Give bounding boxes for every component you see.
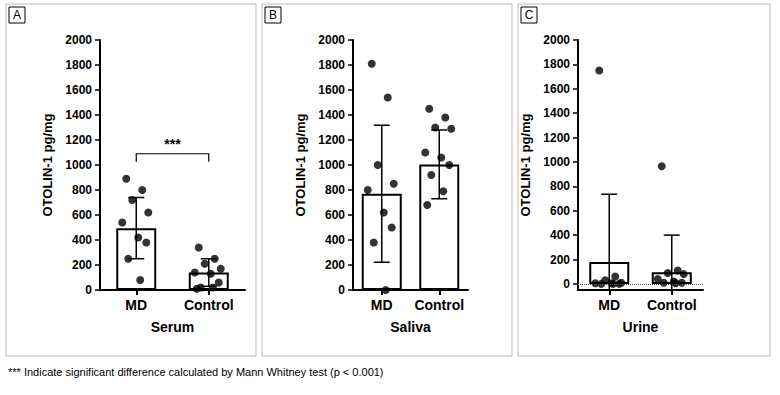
svg-text:1200: 1200	[318, 133, 345, 147]
svg-text:B: B	[269, 8, 277, 22]
svg-text:1000: 1000	[65, 158, 92, 172]
svg-text:400: 400	[72, 233, 92, 247]
svg-text:200: 200	[550, 253, 570, 267]
svg-text:MD: MD	[125, 297, 147, 313]
svg-text:MD: MD	[598, 297, 620, 313]
svg-text:800: 800	[72, 183, 92, 197]
svg-text:1800: 1800	[543, 57, 570, 71]
svg-text:*** Indicate significant diffe: *** Indicate significant difference calc…	[8, 366, 384, 378]
svg-text:200: 200	[325, 258, 345, 272]
svg-text:Urine: Urine	[623, 319, 659, 335]
svg-text:2000: 2000	[543, 33, 570, 47]
svg-text:1000: 1000	[543, 155, 570, 169]
svg-text:200: 200	[72, 258, 92, 272]
svg-text:OTOLIN-1 pg/mg: OTOLIN-1 pg/mg	[40, 113, 55, 216]
svg-text:800: 800	[325, 183, 345, 197]
svg-text:600: 600	[325, 208, 345, 222]
svg-text:0: 0	[338, 283, 345, 297]
svg-text:400: 400	[325, 233, 345, 247]
svg-text:1800: 1800	[65, 58, 92, 72]
svg-text:2000: 2000	[65, 33, 92, 47]
svg-text:0: 0	[563, 277, 570, 291]
svg-text:1400: 1400	[318, 108, 345, 122]
svg-text:Saliva: Saliva	[390, 319, 431, 335]
svg-text:OTOLIN-1 pg/mg: OTOLIN-1 pg/mg	[518, 113, 533, 216]
svg-text:Control: Control	[414, 297, 464, 313]
svg-text:400: 400	[550, 228, 570, 242]
svg-text:800: 800	[550, 179, 570, 193]
svg-text:OTOLIN-1 pg/mg: OTOLIN-1 pg/mg	[293, 113, 308, 216]
svg-text:Serum: Serum	[151, 319, 195, 335]
svg-text:1600: 1600	[318, 83, 345, 97]
svg-text:C: C	[525, 8, 534, 22]
svg-text:1200: 1200	[65, 133, 92, 147]
svg-text:1400: 1400	[65, 108, 92, 122]
svg-text:1400: 1400	[543, 106, 570, 120]
svg-text:Control: Control	[184, 297, 234, 313]
svg-text:Control: Control	[647, 297, 697, 313]
svg-text:1600: 1600	[543, 82, 570, 96]
svg-text:A: A	[13, 8, 21, 22]
svg-text:600: 600	[72, 208, 92, 222]
svg-text:1800: 1800	[318, 58, 345, 72]
svg-text:1000: 1000	[318, 158, 345, 172]
svg-text:1600: 1600	[65, 83, 92, 97]
svg-text:0: 0	[85, 283, 92, 297]
svg-text:600: 600	[550, 204, 570, 218]
svg-text:1200: 1200	[543, 131, 570, 145]
svg-text:2000: 2000	[318, 33, 345, 47]
svg-text:MD: MD	[371, 297, 393, 313]
svg-text:***: ***	[164, 136, 181, 152]
